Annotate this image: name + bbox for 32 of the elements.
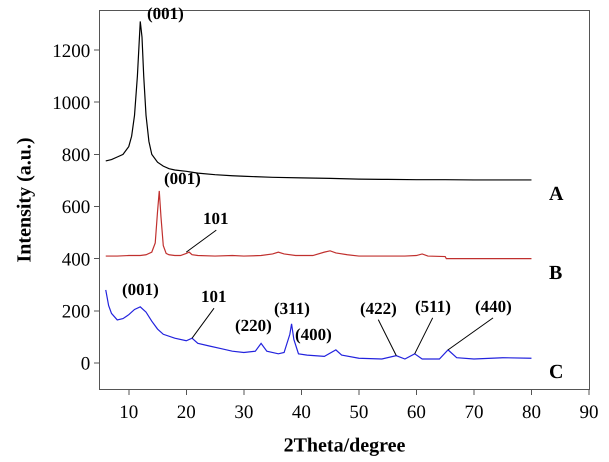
x-tick-label: 70 bbox=[464, 402, 484, 423]
annotation: (400) bbox=[295, 325, 332, 344]
x-tick-label: 80 bbox=[522, 402, 541, 423]
annotation: (001) bbox=[164, 169, 201, 188]
y-tick-label: 400 bbox=[62, 249, 90, 270]
x-tick-label: 60 bbox=[406, 402, 426, 423]
y-tick-label: 1200 bbox=[52, 40, 90, 62]
y-axis-title: Intensity (a.u.) bbox=[14, 137, 36, 263]
x-tick-label: 10 bbox=[119, 402, 138, 423]
annotation: (511) bbox=[415, 297, 451, 316]
annotation: 101 bbox=[203, 209, 228, 228]
series-label: B bbox=[549, 262, 562, 284]
y-tick-label: 600 bbox=[62, 197, 90, 218]
y-tick-label: 200 bbox=[62, 301, 90, 322]
annotation: (311) bbox=[274, 299, 310, 318]
y-tick-label: 1000 bbox=[52, 92, 90, 114]
y-tick-label: 800 bbox=[62, 145, 90, 166]
series-label: A bbox=[549, 183, 564, 205]
annotation: (440) bbox=[475, 297, 512, 316]
x-tick-label: 40 bbox=[292, 402, 311, 423]
line-series bbox=[105, 190, 532, 260]
annotation: (220) bbox=[235, 316, 272, 335]
annotation: 101 bbox=[201, 287, 226, 306]
annotation: (422) bbox=[360, 299, 397, 318]
x-axis-title: 2Theta/degree bbox=[284, 434, 406, 456]
x-tick-label: 30 bbox=[234, 402, 254, 423]
y-tick-label: 0 bbox=[80, 354, 90, 375]
x-tick-label: 90 bbox=[580, 402, 598, 423]
annotation: (001) bbox=[122, 280, 159, 299]
x-tick-label: 20 bbox=[176, 402, 196, 423]
series-label: C bbox=[549, 361, 564, 383]
x-tick-label: 50 bbox=[349, 402, 368, 423]
